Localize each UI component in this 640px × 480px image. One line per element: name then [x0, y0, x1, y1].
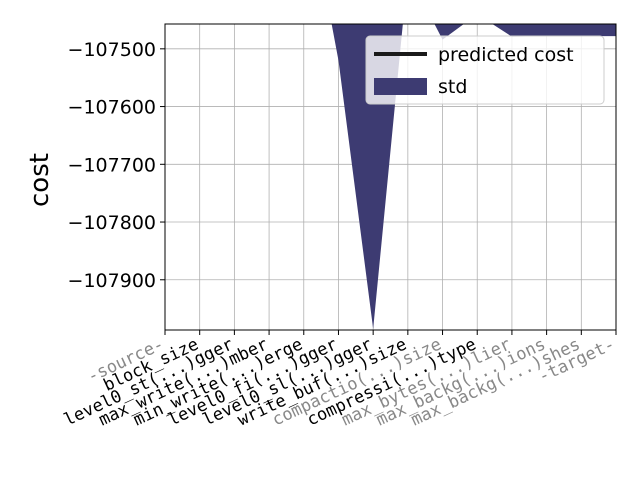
- y-tick-label: −107800: [68, 212, 156, 234]
- std-area: [331, 24, 616, 329]
- y-tick-label: −107900: [68, 270, 156, 292]
- legend-swatch: [374, 78, 427, 95]
- axes-frame: [164, 23, 617, 331]
- y-tick-label: −107700: [68, 154, 156, 176]
- legend: predicted cost std: [365, 35, 605, 105]
- y-tick-label: −107600: [68, 97, 156, 119]
- y-tick-label: −107500: [68, 39, 156, 61]
- legend-label: std: [438, 76, 467, 98]
- y-axis-label: cost: [25, 153, 55, 207]
- legend-label: predicted cost: [438, 44, 574, 66]
- plot-area: [331, 24, 616, 329]
- labels: −107500−107600−107700−107800−107900-sour…: [61, 23, 618, 430]
